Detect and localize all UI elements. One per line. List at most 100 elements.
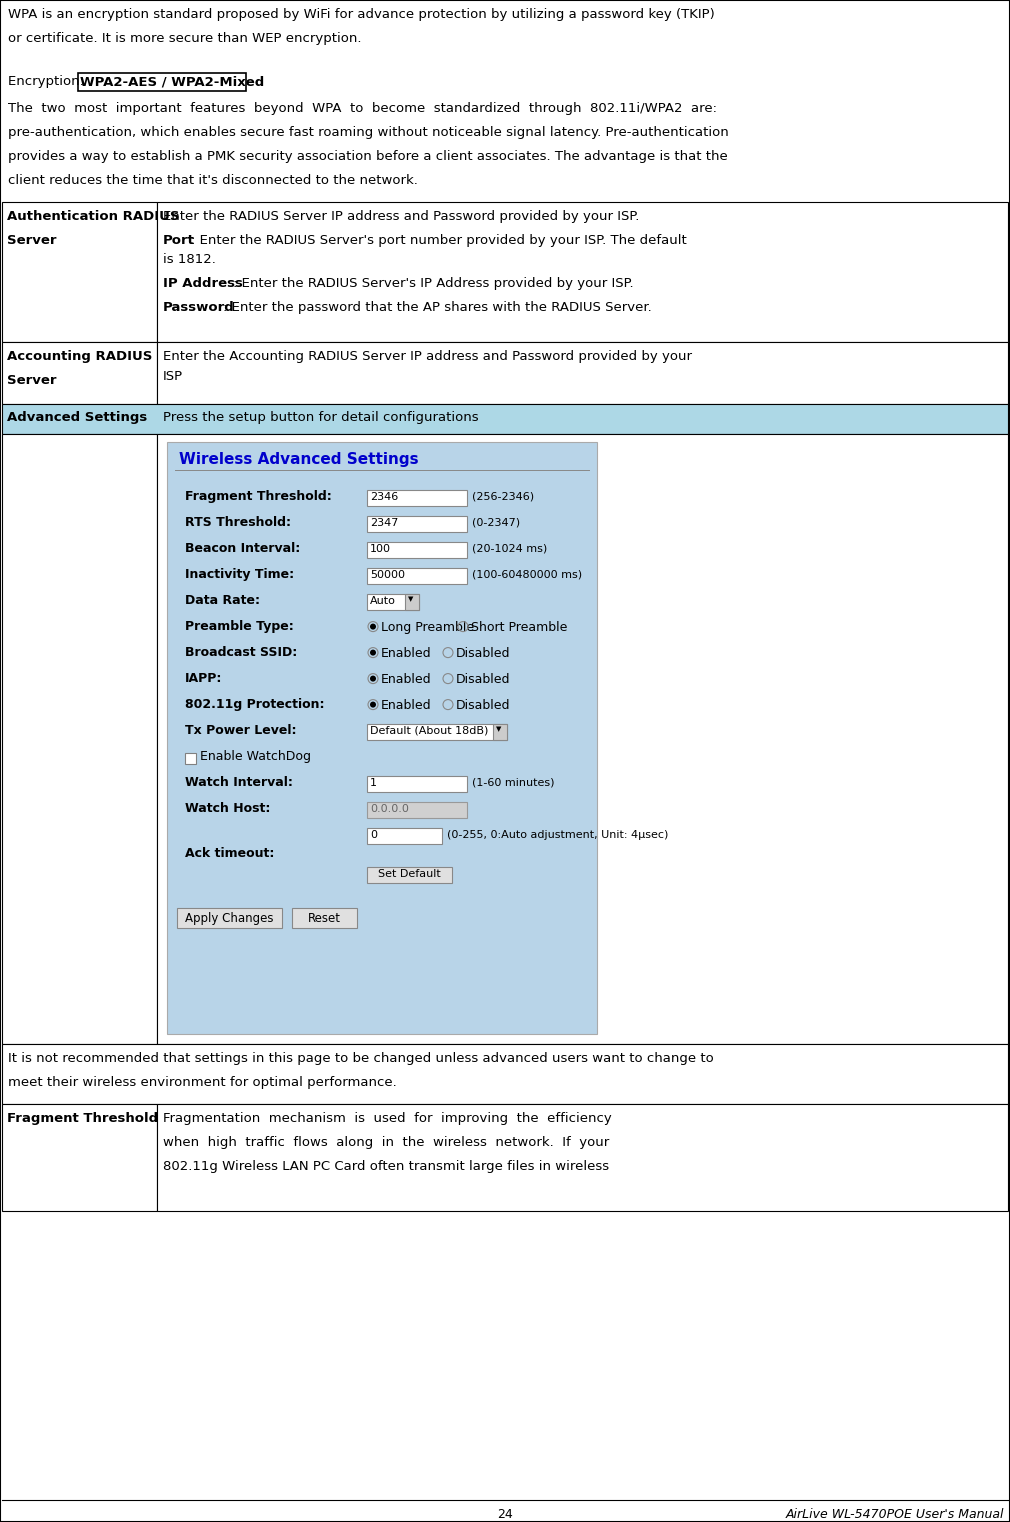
- Text: ISP: ISP: [163, 370, 183, 384]
- Text: (1-60 minutes): (1-60 minutes): [472, 778, 554, 787]
- Bar: [2, 1103, 157, 1210]
- Text: AirLive WL-5470POE User's Manual: AirLive WL-5470POE User's Manual: [786, 1508, 1004, 1520]
- Text: Ack timeout:: Ack timeout:: [185, 848, 275, 860]
- Bar: [167, 441, 597, 1033]
- Text: (0-2347): (0-2347): [472, 517, 520, 528]
- Text: : Enter the RADIUS Server's IP Address provided by your ISP.: : Enter the RADIUS Server's IP Address p…: [233, 277, 633, 289]
- Circle shape: [370, 624, 376, 630]
- Text: Authentication RADIUS: Authentication RADIUS: [7, 210, 180, 222]
- Bar: [292, 909, 357, 928]
- Bar: [177, 909, 282, 928]
- Text: Short Preamble: Short Preamble: [471, 621, 568, 633]
- Text: It is not recommended that settings in this page to be changed unless advanced u: It is not recommended that settings in t…: [8, 1052, 714, 1064]
- Text: IAPP:: IAPP:: [185, 671, 222, 685]
- Bar: [157, 1103, 1008, 1210]
- Text: Wireless Advanced Settings: Wireless Advanced Settings: [179, 452, 418, 467]
- Text: Watch Host:: Watch Host:: [185, 802, 271, 814]
- Text: 50000: 50000: [370, 569, 405, 580]
- Text: Fragment Threshold:: Fragment Threshold:: [185, 490, 331, 502]
- Text: Press the setup button for detail configurations: Press the setup button for detail config…: [163, 411, 479, 423]
- Text: (0-255, 0:Auto adjustment, Unit: 4μsec): (0-255, 0:Auto adjustment, Unit: 4μsec): [447, 829, 669, 840]
- Text: 802.11g Wireless LAN PC Card often transmit large files in wireless: 802.11g Wireless LAN PC Card often trans…: [163, 1160, 609, 1172]
- Text: 2347: 2347: [370, 517, 398, 528]
- Text: 2346: 2346: [370, 492, 398, 502]
- Text: Fragment Threshold: Fragment Threshold: [7, 1111, 159, 1125]
- Bar: [367, 776, 467, 791]
- Text: Auto: Auto: [370, 595, 396, 606]
- Bar: [2, 434, 157, 1044]
- Circle shape: [370, 702, 376, 708]
- Text: Server: Server: [7, 373, 57, 387]
- Text: Data Rate:: Data Rate:: [185, 594, 260, 607]
- Text: ▼: ▼: [408, 597, 413, 603]
- Text: Fragmentation  mechanism  is  used  for  improving  the  efficiency: Fragmentation mechanism is used for impr…: [163, 1111, 612, 1125]
- Bar: [2, 201, 157, 341]
- Text: Disabled: Disabled: [456, 647, 510, 659]
- Text: Preamble Type:: Preamble Type:: [185, 619, 294, 633]
- Text: 802.11g Protection:: 802.11g Protection:: [185, 697, 324, 711]
- Text: The  two  most  important  features  beyond  WPA  to  become  standardized  thro: The two most important features beyond W…: [8, 102, 717, 114]
- Text: Default (About 18dB): Default (About 18dB): [370, 726, 489, 735]
- Text: Enabled: Enabled: [381, 673, 431, 685]
- Text: Enable WatchDog: Enable WatchDog: [200, 750, 311, 763]
- Text: Password: Password: [163, 301, 234, 314]
- Text: Reset: Reset: [307, 912, 340, 925]
- Bar: [493, 723, 507, 740]
- Bar: [405, 594, 419, 610]
- Text: Enabled: Enabled: [381, 647, 431, 659]
- Text: (20-1024 ms): (20-1024 ms): [472, 543, 547, 554]
- Text: Enter the RADIUS Server IP address and Password provided by your ISP.: Enter the RADIUS Server IP address and P…: [163, 210, 639, 222]
- Circle shape: [370, 676, 376, 682]
- Text: provides a way to establish a PMK security association before a client associate: provides a way to establish a PMK securi…: [8, 149, 728, 163]
- Text: Tx Power Level:: Tx Power Level:: [185, 723, 297, 737]
- Text: Disabled: Disabled: [456, 699, 510, 712]
- Text: meet their wireless environment for optimal performance.: meet their wireless environment for opti…: [8, 1076, 397, 1088]
- Text: : Enter the password that the AP shares with the RADIUS Server.: : Enter the password that the AP shares …: [223, 301, 651, 314]
- Bar: [157, 434, 1008, 1044]
- Text: client reduces the time that it's disconnected to the network.: client reduces the time that it's discon…: [8, 174, 418, 187]
- Bar: [367, 866, 452, 883]
- Text: ▼: ▼: [496, 726, 501, 732]
- Text: Enter the Accounting RADIUS Server IP address and Password provided by your: Enter the Accounting RADIUS Server IP ad…: [163, 350, 692, 362]
- Text: 0.0.0.0: 0.0.0.0: [370, 804, 409, 814]
- Text: (100-60480000 ms): (100-60480000 ms): [472, 569, 582, 580]
- Text: 0: 0: [370, 829, 377, 840]
- Text: (256-2346): (256-2346): [472, 492, 534, 502]
- Text: WPA is an encryption standard proposed by WiFi for advance protection by utilizi: WPA is an encryption standard proposed b…: [8, 8, 715, 21]
- Text: Advanced Settings: Advanced Settings: [7, 411, 147, 423]
- Text: or certificate. It is more secure than WEP encryption.: or certificate. It is more secure than W…: [8, 32, 362, 46]
- Text: 100: 100: [370, 543, 391, 554]
- Text: WPA2-AES / WPA2-Mixed: WPA2-AES / WPA2-Mixed: [80, 75, 265, 88]
- Text: pre-authentication, which enables secure fast roaming without noticeable signal : pre-authentication, which enables secure…: [8, 126, 729, 139]
- Bar: [157, 341, 1008, 403]
- Text: when  high  traffic  flows  along  in  the  wireless  network.  If  your: when high traffic flows along in the wir…: [163, 1135, 609, 1149]
- Bar: [367, 802, 467, 817]
- Text: Server: Server: [7, 233, 57, 247]
- Text: Broadcast SSID:: Broadcast SSID:: [185, 645, 297, 659]
- Text: IP Address: IP Address: [163, 277, 242, 289]
- Bar: [367, 516, 467, 531]
- Bar: [367, 594, 419, 610]
- Bar: [2, 341, 157, 403]
- Text: Disabled: Disabled: [456, 673, 510, 685]
- Bar: [2, 403, 1008, 434]
- Text: Set Default: Set Default: [378, 869, 440, 878]
- Bar: [367, 723, 507, 740]
- Text: is 1812.: is 1812.: [163, 253, 216, 266]
- Text: Watch Interval:: Watch Interval:: [185, 776, 293, 788]
- Bar: [185, 752, 196, 764]
- Bar: [2, 1044, 1008, 1103]
- Text: 1: 1: [370, 778, 377, 787]
- Text: RTS Threshold:: RTS Threshold:: [185, 516, 291, 528]
- Text: Accounting RADIUS: Accounting RADIUS: [7, 350, 153, 362]
- Bar: [367, 568, 467, 583]
- Text: Inactivity Time:: Inactivity Time:: [185, 568, 294, 580]
- Bar: [367, 490, 467, 505]
- Text: Enabled: Enabled: [381, 699, 431, 712]
- Bar: [78, 73, 246, 91]
- Text: Encryption:: Encryption:: [8, 75, 88, 88]
- Text: 24: 24: [497, 1508, 513, 1520]
- Text: : Enter the RADIUS Server's port number provided by your ISP. The default: : Enter the RADIUS Server's port number …: [191, 233, 687, 247]
- Text: Apply Changes: Apply Changes: [185, 912, 274, 925]
- Bar: [157, 201, 1008, 341]
